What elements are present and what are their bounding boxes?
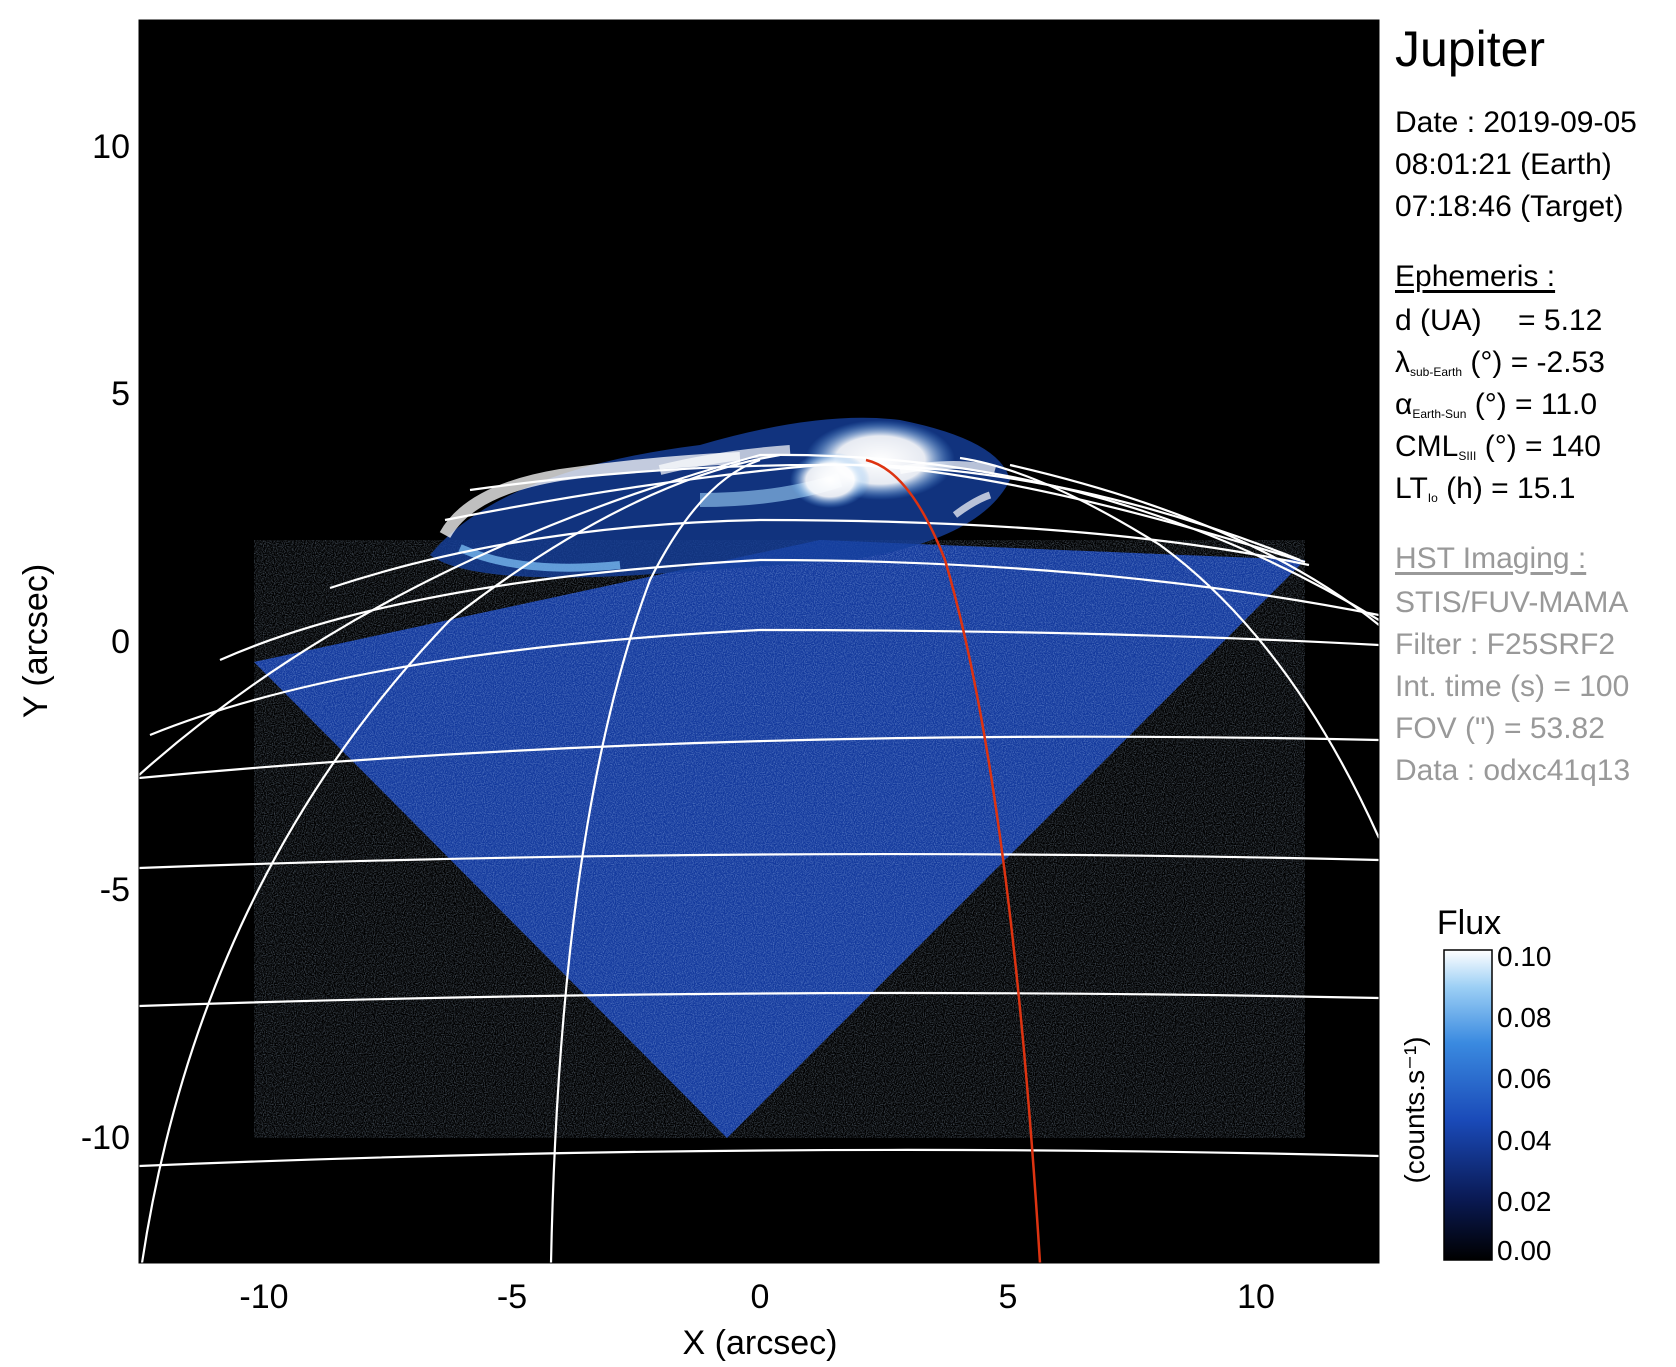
hst-data-id: Data : odxc41q13 (1395, 754, 1631, 787)
y-tick-label: -10 (81, 1119, 130, 1157)
ephemeris-row-local-time: LTIo (h) = 15.1 (1395, 468, 1575, 519)
planet-title: Jupiter (1395, 21, 1546, 77)
ephemeris-subscript: sub-Earth (1410, 365, 1463, 379)
hst-instrument: STIS/FUV-MAMA (1395, 586, 1629, 619)
ephemeris-subscript: Io (1427, 491, 1438, 505)
ephemeris-subscript: SIII (1458, 449, 1477, 463)
ephemeris-row-latitude: λsub-Earth (°) = -2.53 (1395, 342, 1605, 393)
x-tick-label: 10 (1237, 1278, 1275, 1316)
ephemeris-symbol: LT (1395, 472, 1428, 505)
ephemeris-symbol: α (1395, 388, 1413, 421)
colorbar-tick-label: 0.04 (1497, 1125, 1552, 1156)
ephemeris-row-cml: CMLSIII (°) = 140 (1395, 426, 1601, 477)
latitude-grid-lines (139, 463, 1379, 1168)
ephemeris-value: = 5.12 (1518, 304, 1603, 337)
x-tick-label: -10 (239, 1278, 288, 1316)
ephemeris-symbol: λ (1395, 346, 1410, 379)
observation-time-earth: 08:01:21 (Earth) (1395, 148, 1612, 181)
observation-date: Date : 2019-09-05 (1395, 106, 1637, 139)
y-tick-label: 10 (92, 128, 130, 166)
ephemeris-value: (h) = 15.1 (1446, 472, 1576, 505)
y-tick-label: 5 (111, 375, 130, 413)
hst-field-of-view: FOV (") = 53.82 (1395, 712, 1605, 745)
colorbar-unit-label: (counts.s⁻¹) (1399, 1036, 1430, 1183)
hst-heading: HST Imaging : (1395, 542, 1587, 575)
colorbar-ticks: 0.10 0.08 0.06 0.04 0.02 0.00 (1497, 941, 1552, 1266)
longitude-grid-lines (139, 453, 1379, 1263)
y-axis-ticks: 10 5 0 -5 -10 (81, 128, 130, 1157)
ephemeris-row-distance: d (UA) = 5.12 (1395, 300, 1602, 342)
ephemeris-value: (°) = 140 (1484, 430, 1601, 463)
x-axis-ticks: -10 -5 0 5 10 (239, 1278, 1274, 1316)
colorbar-tick-label: 0.06 (1497, 1063, 1552, 1094)
colorbar-title: Flux (1437, 904, 1501, 942)
colorbar-tick-label: 0.08 (1497, 1002, 1552, 1033)
hst-filter: Filter : F25SRF2 (1395, 628, 1616, 661)
x-tick-label: 0 (751, 1278, 770, 1316)
x-tick-label: -5 (497, 1278, 527, 1316)
y-axis-label: Y (arcsec) (17, 564, 55, 718)
colorbar-tick-label: 0.00 (1497, 1235, 1552, 1266)
fov-detector-region (254, 540, 1305, 1138)
x-axis-label: X (arcsec) (683, 1324, 838, 1362)
ephemeris-value: (°) = 11.0 (1474, 388, 1598, 421)
ephemeris-value: (°) = -2.53 (1470, 346, 1605, 379)
hst-integration-time: Int. time (s) = 100 (1395, 670, 1630, 703)
y-tick-label: -5 (100, 871, 130, 909)
ephemeris-symbol: d (UA) (1395, 304, 1482, 337)
image-frame (138, 19, 1380, 1264)
ephemeris-symbol: CML (1395, 430, 1459, 463)
sub-observer-meridian-line (865, 458, 1042, 1263)
colorbar: Flux 0.10 0.08 0.06 0.04 0.02 0.00 (coun… (1399, 904, 1552, 1266)
colorbar-tick-label: 0.02 (1497, 1186, 1552, 1217)
ephemeris-row-phase-angle: αEarth-Sun (°) = 11.0 (1395, 384, 1597, 435)
ephemeris-heading: Ephemeris : (1395, 260, 1556, 293)
colorbar-tick-label: 0.10 (1497, 941, 1552, 972)
y-tick-label: 0 (111, 623, 130, 661)
x-tick-label: 5 (999, 1278, 1018, 1316)
colorbar-gradient (1443, 949, 1493, 1261)
ephemeris-subscript: Earth-Sun (1412, 407, 1467, 421)
observation-time-target: 07:18:46 (Target) (1395, 190, 1624, 223)
